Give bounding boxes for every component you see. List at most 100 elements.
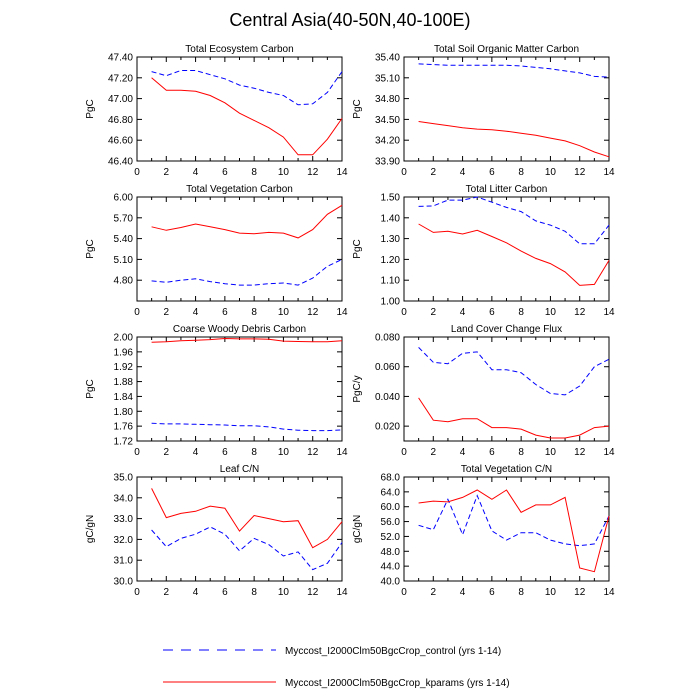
x-tick-label: 8: [518, 167, 524, 178]
y-axis-label: PgC/y: [352, 375, 363, 402]
y-tick-label: 5.10: [114, 255, 134, 266]
y-tick-label: 1.76: [114, 422, 134, 433]
x-tick-label: 4: [193, 167, 199, 178]
x-tick-label: 4: [460, 447, 466, 458]
plot-frame: [136, 336, 343, 442]
y-tick-label: 44.0: [381, 562, 401, 573]
y-tick-label: 1.92: [114, 362, 134, 373]
y-tick-label: 1.30: [381, 234, 401, 245]
y-tick-label: 1.50: [381, 193, 401, 204]
x-tick-label: 0: [134, 167, 140, 178]
y-tick-label: 52.0: [381, 532, 401, 543]
x-tick-label: 2: [431, 167, 437, 178]
chart-panel-1: Total Soil Organic Matter Carbon PgC 33.90…: [352, 44, 615, 178]
y-tick-label: 0.040: [375, 392, 400, 403]
x-tick-label: 6: [489, 307, 495, 318]
y-tick-label: 1.10: [381, 276, 401, 287]
y-tick-label: 34.50: [375, 115, 400, 126]
plot-frame: [403, 196, 610, 302]
series-line-kparams: [418, 223, 610, 286]
x-tick-label: 4: [193, 587, 199, 598]
series-line-kparams: [151, 488, 343, 549]
x-tick-label: 4: [460, 587, 466, 598]
panel-title: Total Vegetation C/N: [461, 464, 552, 475]
page-title: Central Asia(40-50N,40-100E): [229, 10, 471, 30]
y-tick-label: 33.90: [375, 157, 400, 168]
y-axis-label: PgC: [85, 379, 96, 398]
x-tick-label: 14: [603, 167, 615, 178]
y-axis-label: gC/gN: [352, 515, 363, 543]
x-tick-label: 12: [574, 447, 586, 458]
x-tick-label: 10: [545, 307, 557, 318]
x-tick-label: 10: [278, 167, 290, 178]
legend-label: Myccost_I2000Clm50BgcCrop_control (yrs 1…: [285, 646, 501, 657]
y-tick-label: 1.80: [114, 407, 134, 418]
y-axis-label: PgC: [85, 99, 96, 118]
x-tick-label: 12: [307, 447, 319, 458]
x-tick-label: 6: [222, 587, 228, 598]
y-axis-label: PgC: [352, 239, 363, 258]
y-tick-label: 46.80: [108, 115, 133, 126]
y-tick-label: 48.0: [381, 547, 401, 558]
x-tick-label: 6: [489, 587, 495, 598]
y-tick-label: 0.080: [375, 333, 400, 344]
x-tick-label: 6: [222, 447, 228, 458]
x-tick-label: 10: [545, 167, 557, 178]
chart-panel-5: Land Cover Change Flux PgC/y 0.020 0.040 0.0…: [352, 324, 615, 458]
panel-title: Total Vegetation Carbon: [186, 184, 293, 195]
x-tick-label: 10: [278, 587, 290, 598]
y-tick-label: 30.0: [114, 577, 134, 588]
panel-title: Leaf C/N: [220, 464, 259, 475]
series-line-kparams: [418, 489, 610, 573]
legend-label: Myccost_I2000Clm50BgcCrop_kparams (yrs 1…: [285, 678, 510, 689]
y-tick-label: 35.0: [114, 473, 134, 484]
series-line-kparams: [151, 77, 343, 156]
x-tick-label: 10: [545, 587, 557, 598]
x-tick-label: 12: [574, 587, 586, 598]
chart-panel-7: Total Vegetation C/N gC/gN 40.0 44.0 48.0 52.…: [352, 464, 615, 598]
series-line-kparams: [151, 337, 343, 343]
x-tick-label: 14: [336, 307, 348, 318]
x-tick-label: 12: [574, 307, 586, 318]
x-tick-label: 0: [401, 587, 407, 598]
y-tick-label: 1.88: [114, 377, 134, 388]
y-tick-label: 4.80: [114, 276, 134, 287]
x-tick-label: 0: [401, 447, 407, 458]
y-tick-label: 64.0: [381, 487, 401, 498]
y-tick-label: 6.00: [114, 193, 134, 204]
x-tick-label: 0: [134, 307, 140, 318]
x-tick-label: 2: [431, 307, 437, 318]
y-tick-label: 33.0: [114, 514, 134, 525]
x-tick-label: 6: [222, 167, 228, 178]
y-tick-label: 1.40: [381, 213, 401, 224]
panel-title: Land Cover Change Flux: [451, 324, 562, 335]
y-tick-label: 68.0: [381, 473, 401, 484]
y-tick-label: 46.40: [108, 157, 133, 168]
series-line-kparams: [418, 397, 610, 439]
x-tick-label: 12: [307, 167, 319, 178]
y-tick-label: 1.20: [381, 255, 401, 266]
x-tick-label: 12: [574, 167, 586, 178]
x-tick-label: 0: [401, 167, 407, 178]
x-tick-label: 4: [460, 307, 466, 318]
x-tick-label: 2: [164, 307, 170, 318]
x-tick-label: 8: [251, 447, 257, 458]
y-tick-label: 56.0: [381, 517, 401, 528]
series-line-kparams: [418, 121, 610, 158]
chart-panel-4: Coarse Woody Debris Carbon PgC 1.72 1.76 1.8…: [85, 324, 348, 458]
series-line-control: [151, 70, 343, 106]
x-tick-label: 0: [134, 447, 140, 458]
y-axis-label: PgC: [85, 239, 96, 258]
y-tick-label: 0.020: [375, 422, 400, 433]
x-tick-label: 14: [336, 447, 348, 458]
x-tick-label: 10: [278, 307, 290, 318]
x-tick-label: 0: [401, 307, 407, 318]
x-tick-label: 8: [251, 167, 257, 178]
series-line-control: [151, 258, 343, 286]
y-tick-label: 47.20: [108, 73, 133, 84]
plot-frame: [403, 476, 610, 582]
x-tick-label: 2: [164, 167, 170, 178]
y-tick-label: 46.60: [108, 136, 133, 147]
x-tick-label: 8: [518, 587, 524, 598]
x-tick-label: 6: [489, 167, 495, 178]
